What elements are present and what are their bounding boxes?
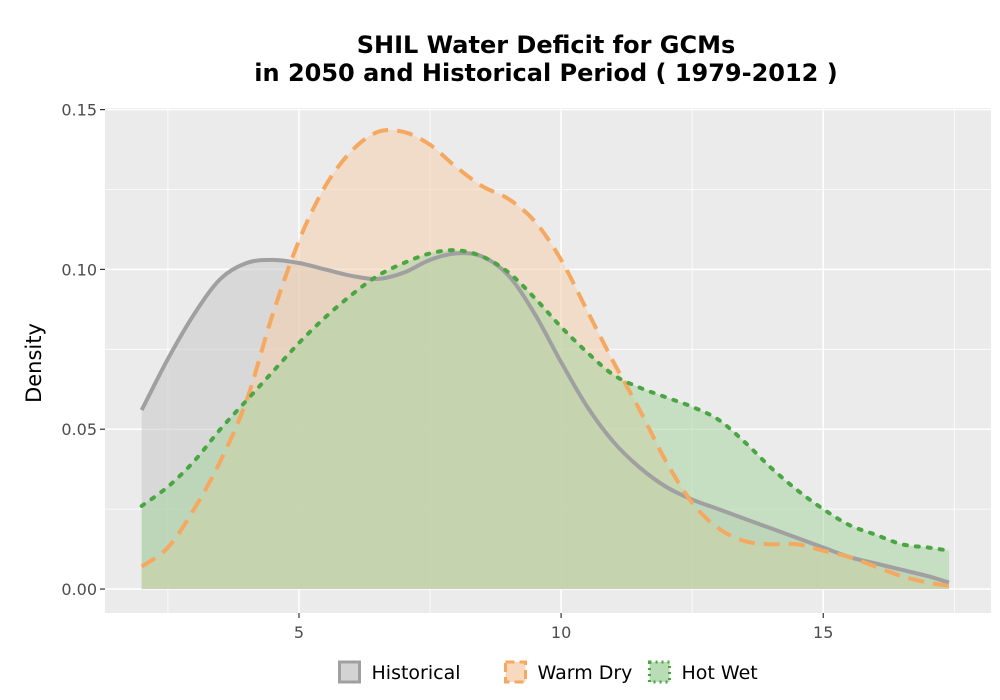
chart-title-line-1: SHIL Water Deficit for GCMs [357,31,736,59]
chart-title-line-2: in 2050 and Historical Period ( 1979-201… [254,59,837,87]
legend: Historical Warm Dry Hot Wet [338,660,758,684]
y-tick-label-3: 0.15 [61,101,97,120]
x-tick-label-1: 10 [551,623,571,642]
legend-label-hot-wet: Hot Wet [682,662,758,684]
legend-key-historical [338,660,361,684]
x-tick-label-2: 15 [813,623,833,642]
density-line-hot-wet [139,248,952,553]
legend-label-warm-dry: Warm Dry [538,662,633,684]
y-tick-label-0: 0.00 [61,580,97,599]
y-tick-label-2: 0.10 [61,260,97,279]
x-tick-label-0: 5 [294,623,304,642]
legend-key-hot-wet [648,660,671,684]
legend-key-warm-dry [504,660,527,684]
density-fills [141,129,950,590]
y-tick-label-1: 0.05 [61,420,97,439]
legend-label-historical: Historical [372,662,461,684]
axes: 0.00 0.05 0.10 0.15 5 10 15 [61,101,833,642]
density-line-warm-dry [140,127,950,588]
y-axis-title: Density [22,323,46,403]
density-area-hot-wet [141,250,950,590]
density-lines [139,127,952,588]
density-line-historical [139,251,950,585]
